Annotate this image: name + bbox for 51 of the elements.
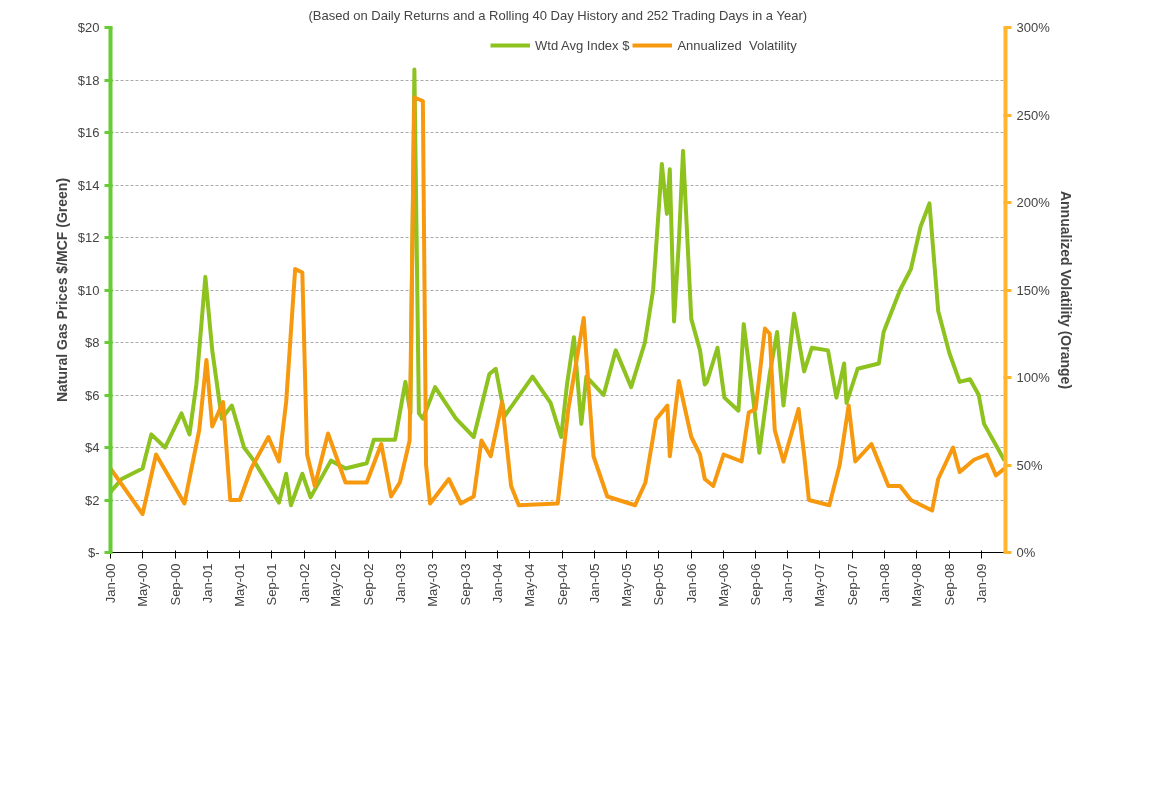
y2-tick-label: 100% [1016,370,1051,385]
x-tick-label: Sep-07 [844,563,860,606]
y-tick-label: $18 [77,72,100,88]
x-tick-label: May-02 [328,563,344,607]
x-tick-label: Sep-01 [264,563,280,606]
x-tick-label: Sep-08 [941,563,957,606]
x-tick-label: Jan-03 [393,563,409,604]
legend-label: Wtd Avg Index $ [535,37,630,53]
x-tick-label: May-04 [522,563,538,607]
x-tick-label: May-05 [618,563,634,607]
x-tick-label: Jan-02 [296,563,312,604]
x-tick-label: Sep-02 [361,563,377,606]
x-tick-label: Jan-00 [103,563,118,604]
y2-tick-label: 0% [1016,545,1036,560]
x-tick-label: May-00 [135,563,151,607]
x-tick-label: Sep-04 [554,563,570,606]
y-tick-label: $14 [77,177,100,193]
x-tick-label: May-03 [425,563,441,607]
x-tick-label: Sep-03 [457,563,473,606]
x-tick-label: Jan-01 [199,563,215,604]
x-tick-label: Sep-00 [167,563,183,606]
y2-tick-label: 300% [1016,20,1051,35]
y2-tick-label: 150% [1016,282,1051,298]
x-tick-label: May-07 [812,563,828,607]
y-tick-label: $6 [85,387,100,403]
y2-tick-label: 250% [1016,107,1051,123]
x-tick-label: Sep-06 [748,563,764,606]
y2-axis-title: Annualized Volatility (Orange) [1057,190,1074,390]
y-axis-title: Natural Gas Prices $/MCF (Green) [53,177,70,403]
y2-tick-label: 50% [1016,457,1043,473]
y-tick-label: $- [87,545,100,560]
x-tick-label: Jan-07 [780,563,796,604]
y-tick-label: $10 [77,282,100,298]
y-tick-label: $20 [77,20,100,35]
y-tick-label: $12 [77,230,100,245]
y-tick-label: $8 [85,335,100,350]
chart-title: (Based on Daily Returns and a Rolling 40 Day History and 252 Trading Days in a Year) [308,7,808,23]
y2-tick-label: 200% [1016,195,1051,210]
x-tick-label: Sep-05 [651,563,667,606]
x-tick-label: Jan-08 [877,563,893,604]
x-tick-label: Jan-05 [587,563,603,604]
x-tick-label: Jan-04 [490,563,506,604]
x-tick-label: Jan-09 [974,563,990,604]
legend-label: Annualized Volatility [677,37,797,53]
x-tick-label: May-01 [231,563,247,607]
y-tick-label: $16 [77,125,100,140]
x-tick-label: Jan-06 [683,563,699,604]
y-tick-label: $2 [85,492,100,508]
y-tick-label: $4 [85,440,100,455]
x-tick-label: May-06 [715,563,731,607]
x-tick-label: May-08 [909,563,925,607]
